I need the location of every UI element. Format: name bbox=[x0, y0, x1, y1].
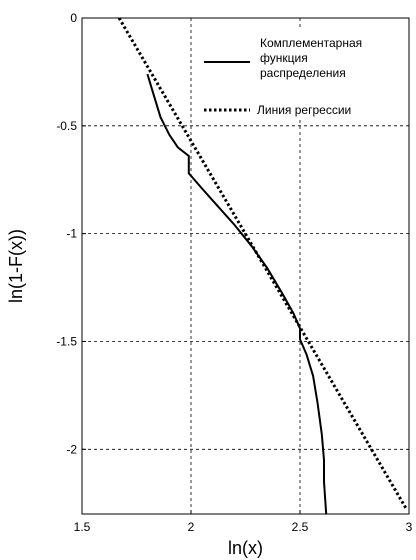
y-tick-label: 0 bbox=[70, 11, 77, 25]
legend-label: Комплементарная bbox=[260, 36, 362, 50]
x-tick-label: 1.5 bbox=[74, 520, 91, 534]
x-tick-label: 3 bbox=[406, 520, 413, 534]
x-axis-ticks: 1.5 2 2.5 3 bbox=[74, 510, 413, 534]
y-tick-label: -1 bbox=[66, 227, 77, 241]
ccdf-line bbox=[146, 73, 328, 515]
plot-area-frame bbox=[81, 17, 410, 515]
grid-lines bbox=[82, 18, 409, 514]
y-tick-label: -2 bbox=[66, 442, 77, 456]
y-tick-label: -0.5 bbox=[56, 119, 77, 133]
y-tick-label: -1.5 bbox=[56, 334, 77, 348]
legend-label: функция bbox=[260, 51, 308, 65]
y-axis-label: ln(1-F(x)) bbox=[6, 229, 26, 303]
legend-label: Линия регрессии bbox=[257, 103, 351, 117]
y-axis-ticks: 0 -0.5 -1 -1.5 -2 bbox=[56, 11, 86, 456]
series-lines bbox=[117, 17, 409, 515]
x-tick-label: 2 bbox=[188, 520, 195, 534]
x-tick-label: 2.5 bbox=[292, 520, 309, 534]
x-axis-label: ln(x) bbox=[228, 538, 263, 558]
legend-box bbox=[200, 30, 405, 118]
legend-label: распределения bbox=[260, 66, 346, 80]
